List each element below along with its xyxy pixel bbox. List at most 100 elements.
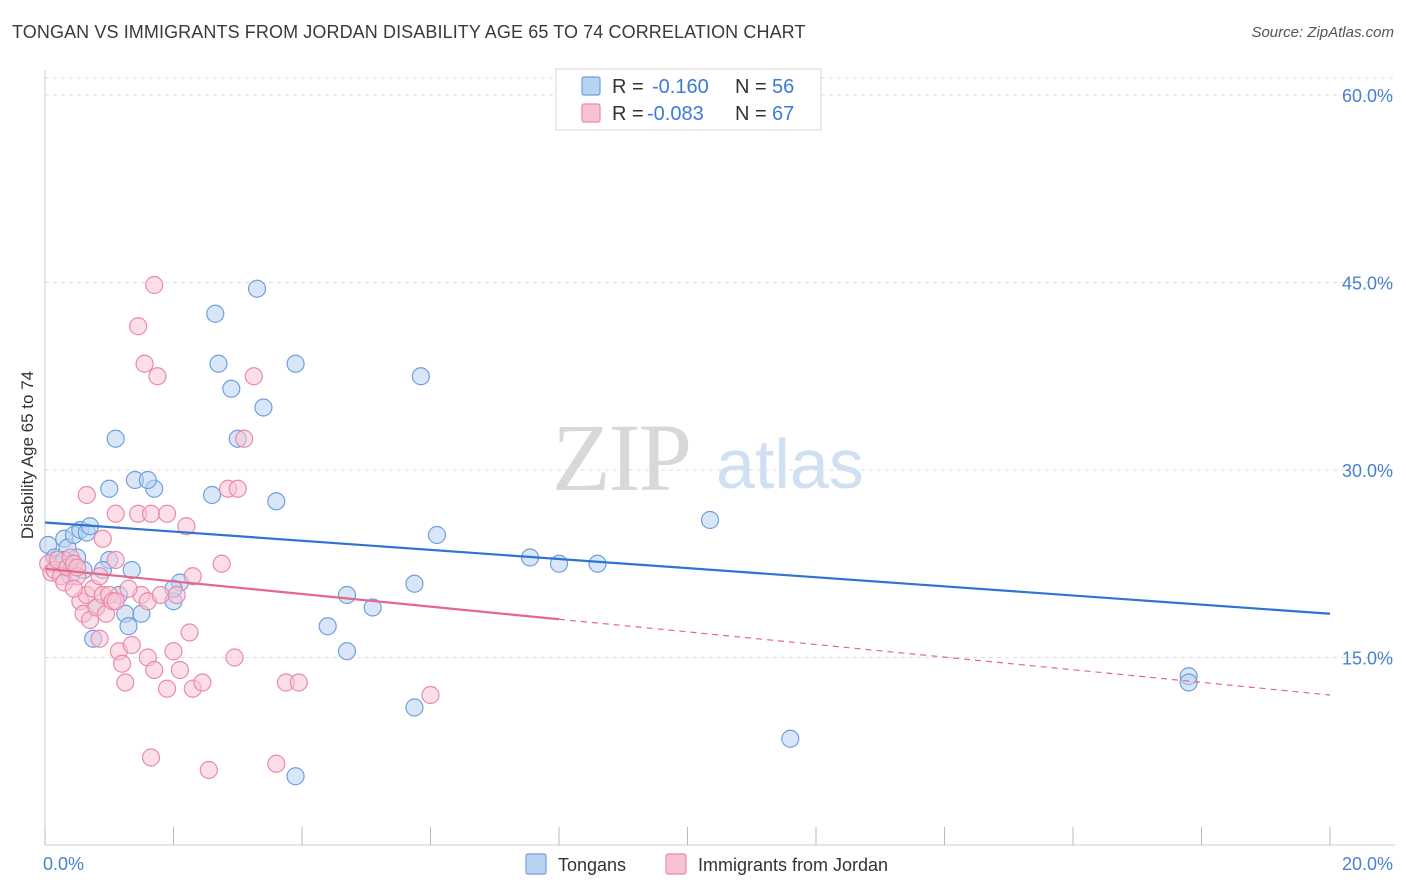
bottom-legend-swatch-tongans <box>525 853 547 875</box>
tongan-point <box>286 767 305 786</box>
tongan-point <box>588 554 607 573</box>
jordan-point <box>199 760 218 780</box>
jordan-point <box>64 579 84 598</box>
tongan-point <box>337 642 357 661</box>
jordan-point <box>145 275 164 295</box>
jordan-point <box>235 429 254 448</box>
jordan-point <box>225 648 244 667</box>
jordan-point <box>151 585 170 605</box>
tongan-point <box>337 585 357 605</box>
tick-label-layer: 15.0% 30.0% 45.0% 60.0% 0.0% 20.0% <box>43 86 1393 874</box>
jordan-point <box>135 354 154 373</box>
x-tick-label: 0.0% <box>43 854 84 874</box>
legend-r-value: -0.083 <box>647 103 704 125</box>
jordan-point <box>164 642 183 661</box>
jordan-point <box>93 529 112 548</box>
jordan-point <box>119 579 138 598</box>
tongan-point <box>209 354 228 373</box>
bottom-legend: Tongans Immigrants from Jordan <box>525 853 888 875</box>
jordan-point <box>145 660 164 680</box>
jordan-point <box>90 567 109 586</box>
jordan-point <box>167 585 186 605</box>
tongan-point <box>247 279 267 298</box>
tongan-point <box>222 379 241 398</box>
chart-title: TONGAN VS IMMIGRANTS FROM JORDAN DISABIL… <box>12 22 806 42</box>
tongan-point <box>202 485 222 505</box>
tongan-point <box>781 729 800 748</box>
trend-layer <box>44 521 1331 696</box>
legend-r-value: -0.160 <box>652 76 709 98</box>
tongan-point <box>206 304 225 323</box>
tongan-point <box>363 598 382 617</box>
legend-n-value: 56 <box>772 76 794 98</box>
jordan-point <box>116 673 135 692</box>
jordan-point <box>244 367 263 386</box>
jordan-point <box>106 550 125 570</box>
jordan-point <box>157 679 177 698</box>
jordan-point <box>106 592 125 611</box>
tongan-point <box>106 429 125 448</box>
jordan-point <box>421 685 440 705</box>
legend-n-value: 67 <box>772 103 794 125</box>
jordan-point <box>157 504 177 523</box>
bottom-legend-label: Immigrants from Jordan <box>698 855 888 875</box>
jordan-point <box>193 673 212 692</box>
tongan-point <box>411 367 430 386</box>
watermark-zip: ZIP <box>552 404 690 511</box>
x-tick-label: 20.0% <box>1342 854 1393 874</box>
y-axis-label: Disability Age 65 to 74 <box>18 371 37 539</box>
jordan-point <box>228 479 247 498</box>
tongan-point <box>405 574 424 593</box>
y-tick-label: 60.0% <box>1342 86 1393 106</box>
tongan-point <box>122 560 141 580</box>
jordan-point <box>177 517 196 536</box>
axes-layer <box>44 70 1395 846</box>
tongan-point <box>138 470 157 490</box>
jordan-point <box>212 554 231 573</box>
legend-n-label: N = <box>735 76 767 98</box>
tongan-point <box>119 617 138 636</box>
jordan-point <box>112 654 132 673</box>
legend-r-label: R = <box>612 76 644 98</box>
jordan-point <box>183 567 202 586</box>
tongan-point <box>427 525 447 545</box>
trend-line-tongans <box>44 521 1331 615</box>
legend-box: R = -0.160 N = 56 R = -0.083 N = 67 <box>555 68 822 131</box>
jordan-point <box>141 748 161 767</box>
jordan-point <box>170 660 190 680</box>
jordan-point <box>267 754 286 773</box>
tongan-point <box>1179 673 1198 692</box>
tongan-point <box>405 698 424 717</box>
tongan-point <box>318 617 337 636</box>
jordan-point <box>289 673 308 692</box>
y-tick-label: 15.0% <box>1342 649 1393 669</box>
y-tick-label: 30.0% <box>1342 461 1393 481</box>
jordan-point <box>141 504 161 523</box>
source-note: Source: ZipAtlas.com <box>1251 24 1394 41</box>
legend-swatch-tongans <box>581 76 601 96</box>
legend-n-label: N = <box>735 103 767 125</box>
jordan-point <box>148 367 167 386</box>
points-layer <box>39 110 1198 786</box>
tongan-point <box>100 479 119 498</box>
jordan-point <box>180 623 199 642</box>
trend-line-jordan <box>44 567 560 621</box>
jordan-point <box>90 629 109 648</box>
jordan-point <box>106 504 125 523</box>
y-tick-label: 45.0% <box>1342 274 1393 294</box>
legend-swatch-jordan <box>581 103 601 123</box>
watermark: ZIP atlas <box>552 404 864 511</box>
tongan-point <box>267 492 286 511</box>
bottom-legend-label: Tongans <box>558 855 626 875</box>
jordan-point <box>77 485 96 505</box>
tongan-point <box>700 510 720 530</box>
tongan-point <box>254 398 273 417</box>
jordan-point <box>129 317 148 336</box>
bottom-legend-swatch-jordan <box>665 853 687 875</box>
tongan-point <box>286 354 305 373</box>
watermark-atlas: atlas <box>716 425 864 503</box>
trend-line-jordan-extrapolated <box>558 618 1331 696</box>
legend-r-label: R = <box>612 103 644 125</box>
jordan-point <box>122 635 141 655</box>
